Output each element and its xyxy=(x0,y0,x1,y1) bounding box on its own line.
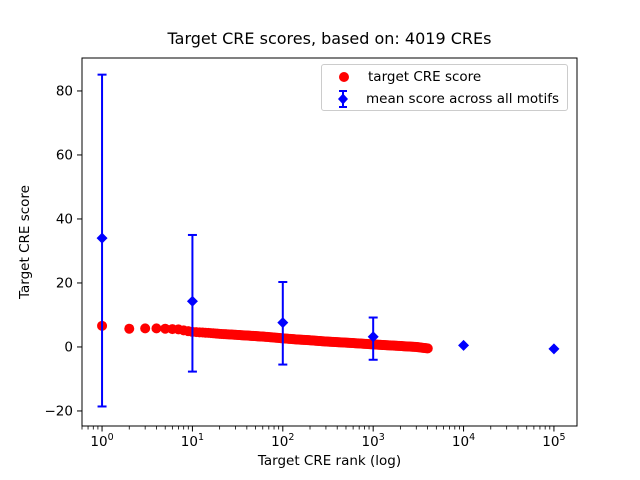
axes-frame xyxy=(81,57,578,427)
target-score-series xyxy=(97,320,433,354)
y-axis-label: Target CRE score xyxy=(17,185,33,299)
y-tick-label: 40 xyxy=(56,211,73,227)
data-point xyxy=(422,343,433,354)
y-axis-ticks: −20 0 20 40 60 80 xyxy=(45,83,82,419)
circle-marker-icon xyxy=(330,70,358,84)
data-point xyxy=(548,343,560,355)
y-tick-label: −20 xyxy=(45,403,74,419)
y-tick-label: 60 xyxy=(56,147,73,163)
legend-item: target CRE score xyxy=(330,66,559,87)
x-tick-label: 103 xyxy=(362,432,385,450)
data-point xyxy=(367,331,379,343)
data-point xyxy=(186,295,198,307)
data-point xyxy=(140,323,151,334)
chart-title: Target CRE scores, based on: 4019 CREs xyxy=(167,29,492,48)
mean-score-series xyxy=(96,73,560,408)
x-tick-label: 102 xyxy=(271,432,294,450)
data-point xyxy=(160,323,171,334)
x-axis-label: Target CRE rank (log) xyxy=(257,453,402,469)
x-tick-label: 101 xyxy=(181,432,204,450)
diamond-errorbar-marker-icon xyxy=(330,88,356,110)
y-tick-label: 0 xyxy=(64,339,73,355)
y-tick-label: 20 xyxy=(56,275,73,291)
x-tick-label: 100 xyxy=(90,432,113,450)
legend: target CRE score mean score across all m… xyxy=(321,64,568,111)
y-tick-label: 80 xyxy=(56,83,73,99)
legend-label: mean score across all motifs xyxy=(365,90,559,107)
data-point xyxy=(458,339,470,351)
data-point xyxy=(277,317,289,329)
x-tick-label: 104 xyxy=(452,432,475,450)
data-point xyxy=(151,323,162,334)
data-point xyxy=(96,232,108,244)
x-tick-label: 105 xyxy=(542,432,565,450)
legend-item: mean score across all motifs xyxy=(330,88,559,109)
data-point xyxy=(124,323,135,334)
x-axis-ticks: 100 101 102 103 104 105 xyxy=(81,426,566,450)
legend-label: target CRE score xyxy=(368,68,482,85)
